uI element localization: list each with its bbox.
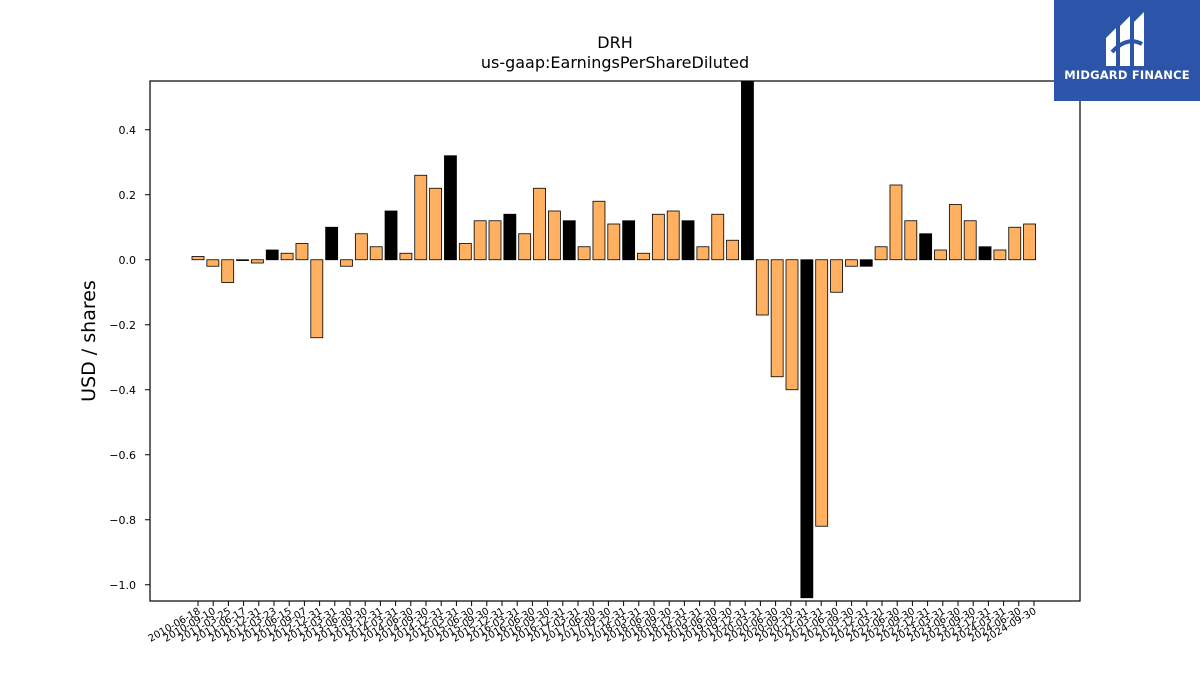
y-axis-label: USD / shares — [78, 280, 100, 402]
bar-2019-06-30 — [726, 239, 739, 261]
bar-2022-03-31 — [889, 184, 903, 261]
bar-2012-06-15 — [310, 259, 324, 339]
x-ticks-group: 2010-06-182010-09-102011-03-252011-06-17… — [147, 601, 1039, 645]
bar-2015-09-30 — [503, 213, 517, 261]
bar-2021-09-30 — [859, 259, 873, 267]
bar-2011-03-25 — [236, 259, 249, 261]
y-tick-label: −0.2 — [109, 319, 136, 332]
bar-2015-03-31 — [473, 220, 487, 261]
bar-2023-06-30 — [963, 220, 977, 261]
bar-2024-06-30 — [1023, 223, 1036, 261]
bar-2022-12-31 — [934, 249, 947, 261]
bar-2010-06-18 — [191, 256, 205, 261]
chart-title: DRH — [597, 33, 632, 52]
bar-2016-09-30 — [562, 220, 576, 261]
bar-2013-12-31 — [399, 252, 413, 261]
bar-2019-09-30 — [741, 80, 754, 261]
bar-2017-12-31 — [637, 252, 650, 261]
bars-group — [191, 80, 1036, 599]
bar-2021-03-31 — [830, 259, 843, 293]
bar-2018-03-31 — [651, 213, 665, 261]
bar-2022-06-30 — [904, 220, 918, 261]
bar-2023-09-30 — [978, 246, 992, 261]
bar-2020-03-31 — [770, 259, 784, 378]
bar-2014-12-31 — [458, 243, 472, 261]
brand-logo: MIDGARD FINANCE — [1054, 0, 1200, 101]
bar-2023-12-31 — [993, 249, 1007, 261]
y-tick-label: −0.8 — [109, 514, 136, 527]
bar-2019-03-31 — [711, 213, 725, 261]
bar-2019-12-31 — [755, 259, 769, 316]
bar-2020-12-31 — [815, 259, 829, 527]
bar-2012-03-23 — [295, 243, 309, 261]
chart-subtitle: us-gaap:EarningsPerShareDiluted — [481, 53, 749, 72]
bar-2022-09-30 — [919, 233, 933, 261]
bar-2016-12-31 — [577, 246, 591, 261]
bar-2011-06-17 — [250, 259, 264, 264]
bar-2023-03-31 — [948, 204, 962, 261]
bar-2018-09-30 — [681, 220, 695, 261]
bar-2017-06-30 — [607, 223, 621, 261]
bar-2014-09-30 — [444, 155, 457, 261]
plot-frame — [149, 80, 1081, 602]
bar-2021-06-30 — [845, 259, 858, 267]
bar-2021-12-31 — [874, 246, 888, 261]
bar-2016-03-31 — [533, 187, 546, 261]
y-ticks-group: 0.4 0.2 0.0 −0.2 −0.4 −0.6 −0.8 −1.0 — [109, 124, 150, 592]
bar-2018-12-31 — [696, 246, 710, 261]
bar-2012-12-31 — [340, 259, 353, 267]
y-tick-label: 0.0 — [119, 254, 137, 267]
bar-2016-06-30 — [548, 210, 561, 261]
bar-2010-12-31 — [221, 259, 235, 283]
bar-2011-12-31 — [280, 252, 294, 261]
bar-2020-06-30 — [785, 259, 799, 391]
bar-2011-09-09 — [265, 249, 279, 261]
bar-2020-09-30 — [800, 259, 814, 599]
bar-2015-06-30 — [488, 220, 502, 261]
y-tick-label: 0.4 — [119, 124, 137, 137]
bar-2010-09-10 — [206, 259, 220, 267]
bar-2018-06-30 — [666, 210, 680, 261]
y-tick-label: −0.6 — [109, 449, 136, 462]
y-tick-label: −1.0 — [109, 579, 136, 592]
bar-2014-03-31 — [414, 174, 428, 261]
bar-2013-03-31 — [354, 233, 368, 261]
bar-2013-09-30 — [384, 210, 398, 261]
bar-2017-09-30 — [622, 220, 636, 261]
logo-icon — [1106, 12, 1144, 66]
bar-2024-03-31 — [1008, 226, 1022, 261]
y-tick-label: −0.4 — [109, 384, 136, 397]
brand-name: MIDGARD FINANCE — [1064, 68, 1190, 82]
bar-2013-06-30 — [369, 246, 383, 261]
bar-2012-09-07 — [325, 226, 339, 261]
bar-2014-06-30 — [429, 187, 443, 261]
bar-2015-12-31 — [518, 233, 532, 261]
y-tick-label: 0.2 — [119, 189, 137, 202]
bar-2017-03-31 — [592, 200, 606, 261]
